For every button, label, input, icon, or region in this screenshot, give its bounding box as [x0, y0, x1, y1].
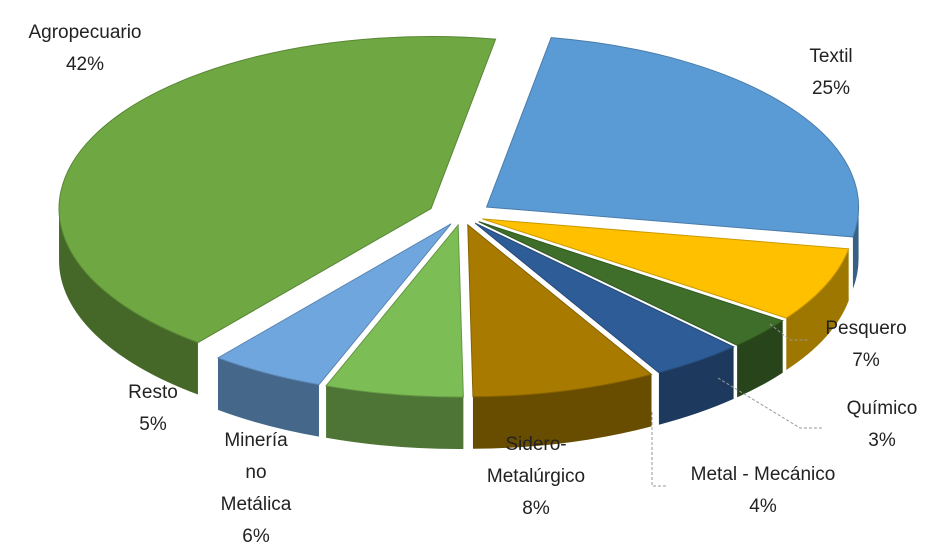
slice-label-resto: Resto 5% — [128, 382, 178, 435]
slice-label-line: 42% — [66, 54, 104, 75]
slice-resto — [216, 223, 452, 386]
leader-lines — [651, 323, 822, 487]
slice-label-line: Sidero- — [505, 434, 566, 455]
slice-label-line: 3% — [868, 430, 896, 451]
slice-quimico — [478, 221, 784, 346]
slice-side-resto — [217, 357, 319, 437]
slice-label-line: Químico — [847, 398, 918, 419]
slice-label-line: Metálica — [221, 494, 292, 515]
slice-side-metal-mecanico — [658, 346, 734, 425]
slice-sidero-metalurgico — [467, 223, 653, 398]
slice-side-quimico — [737, 320, 783, 398]
slice-label-line: 25% — [812, 78, 850, 99]
slice-label-quimico: Químico 3% — [847, 398, 918, 451]
slice-side-mineria-no-metalica — [326, 385, 464, 450]
slice-label-line: 7% — [852, 350, 880, 371]
slice-label-line: Pesquero — [825, 318, 906, 339]
leader-line-pesquero — [769, 323, 808, 341]
slice-label-line: Metal - Mecánico — [691, 464, 836, 485]
slice-label-textil: Textil 25% — [809, 46, 852, 99]
slice-side-sidero-metalurgico — [472, 374, 652, 449]
slice-label-line: 6% — [242, 526, 270, 547]
slice-mineria-no-metalica — [325, 223, 464, 398]
slice-textil — [485, 37, 860, 238]
slice-label-line: 8% — [522, 498, 550, 519]
slice-label-line: Resto — [128, 382, 178, 403]
slice-label-line: no — [245, 462, 266, 483]
slice-metal-mecanico — [474, 222, 735, 374]
slice-pesquero — [482, 218, 850, 319]
slice-label-line: 5% — [139, 414, 167, 435]
slice-label-metal-mecanico: Metal - Mecánico 4% — [691, 464, 836, 517]
slice-tops — [58, 36, 860, 398]
slice-label-agropecuario: Agropecuario 42% — [28, 22, 141, 75]
slice-label-line: Minería — [224, 430, 288, 451]
slice-label-line: Metalúrgico — [487, 466, 585, 487]
slice-label-line: Agropecuario — [28, 22, 141, 43]
slice-label-mineria-no-metalica: Minería no Metálica 6% — [221, 430, 292, 547]
slice-side-agropecuario — [59, 208, 198, 395]
slice-label-line: Textil — [809, 46, 852, 67]
slice-labels: Textil 25% Pesquero 7% Químico 3% Metal - Mecá… — [28, 22, 917, 547]
slice-label-sidero-metalurgico: Sidero- Metalúrgico 8% — [487, 434, 585, 519]
slice-agropecuario — [58, 36, 497, 344]
slice-label-line: 4% — [749, 496, 777, 517]
slice-side-textil — [852, 207, 859, 289]
leader-line-quimico — [717, 377, 822, 429]
slice-label-pesquero: Pesquero 7% — [825, 318, 906, 371]
